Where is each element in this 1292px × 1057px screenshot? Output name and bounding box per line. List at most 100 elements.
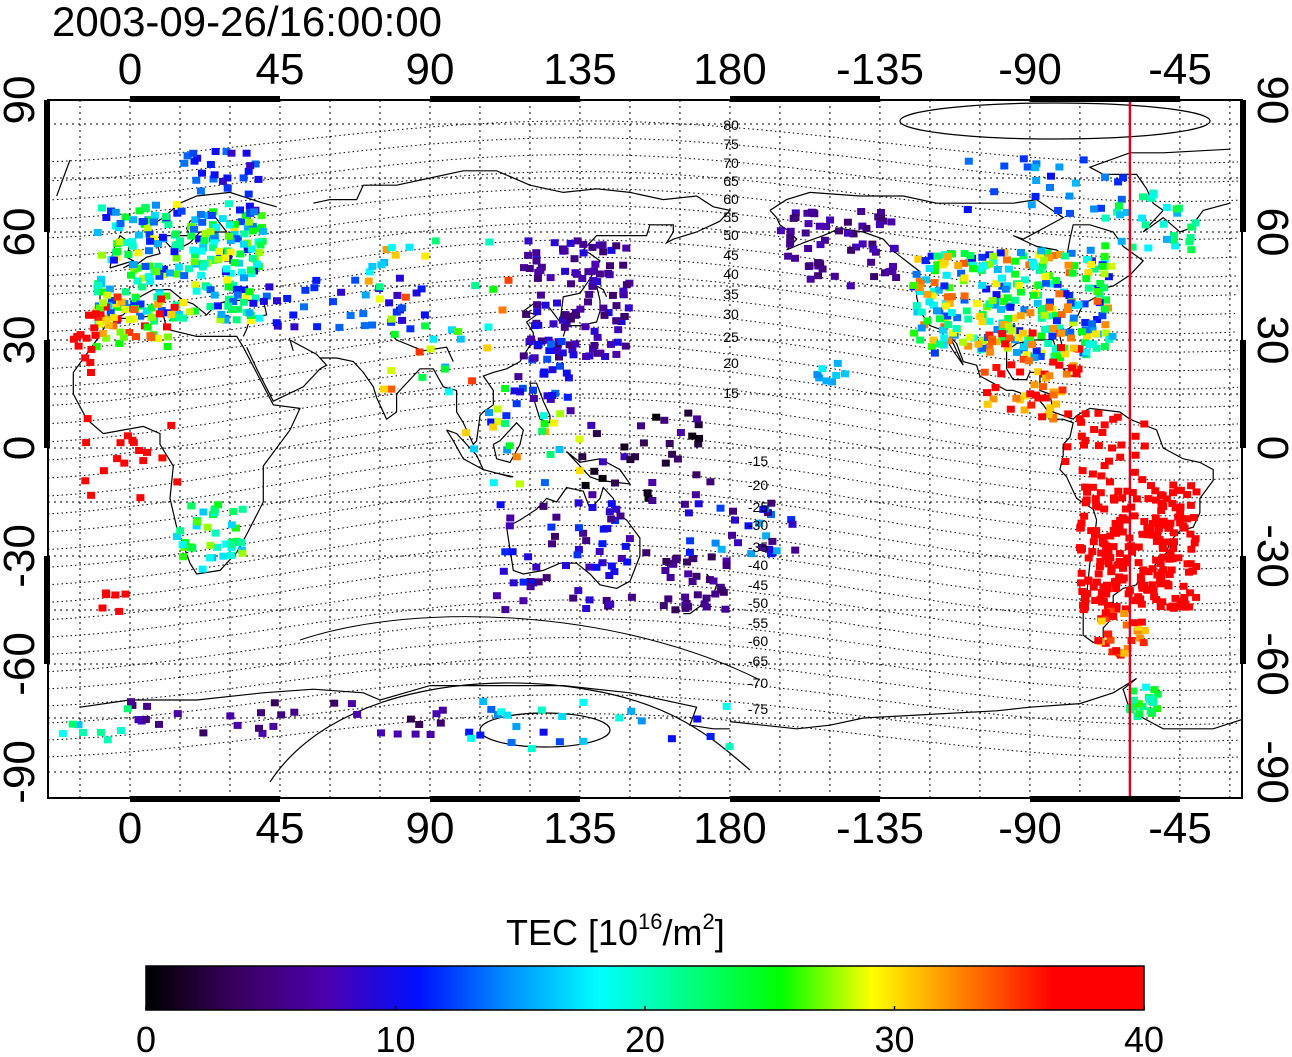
tec-cell xyxy=(702,603,711,611)
tec-cell xyxy=(87,491,96,499)
tec-cell xyxy=(97,251,106,259)
tec-cell xyxy=(558,349,567,357)
tec-cell xyxy=(143,702,152,710)
tec-cell xyxy=(121,213,130,221)
tec-cell xyxy=(1001,285,1010,293)
tec-cell xyxy=(1081,597,1090,605)
tec-cell xyxy=(92,343,101,351)
tec-cell xyxy=(1087,527,1096,535)
tec-cell xyxy=(983,400,992,408)
tec-cell xyxy=(192,522,201,530)
tec-cell xyxy=(642,549,651,557)
tec-cell xyxy=(1044,254,1053,262)
tec-cell xyxy=(1024,357,1033,365)
tec-cell xyxy=(685,548,694,556)
tec-cell xyxy=(1052,400,1061,408)
tec-cell xyxy=(273,297,281,305)
tec-cell xyxy=(1136,634,1145,642)
tec-cell xyxy=(612,242,621,250)
tec-cell xyxy=(134,716,143,724)
tec-cell xyxy=(172,230,180,238)
tec-cell xyxy=(983,389,991,397)
tec-cell xyxy=(533,274,542,282)
tec-cell xyxy=(1046,280,1055,288)
tec-cell xyxy=(210,232,219,240)
tec-cell xyxy=(841,370,849,378)
tec-cell xyxy=(1012,394,1021,402)
tec-cell xyxy=(1104,557,1113,565)
tec-cell xyxy=(210,237,219,245)
tec-cell xyxy=(1090,265,1099,273)
tec-cell xyxy=(598,458,607,466)
tec-cell xyxy=(664,595,673,603)
tec-cell xyxy=(1084,269,1093,277)
tec-cell xyxy=(1109,543,1118,551)
tec-cell xyxy=(936,315,944,323)
tec-cell xyxy=(598,241,607,249)
tec-cell xyxy=(1103,585,1112,593)
tec-cell xyxy=(791,546,800,554)
tec-cell xyxy=(155,272,164,280)
tec-cell xyxy=(353,710,362,718)
tec-cell xyxy=(1064,410,1073,418)
tec-cell xyxy=(599,304,608,312)
tec-cell xyxy=(1072,370,1081,378)
tec-cell xyxy=(1104,602,1113,610)
tec-cell xyxy=(595,548,604,555)
tec-cell xyxy=(1020,406,1029,414)
tec-cell xyxy=(170,303,179,311)
tec-cell xyxy=(417,285,426,293)
tec-cell xyxy=(1069,314,1078,322)
tec-cell xyxy=(998,330,1007,338)
tec-cell xyxy=(579,529,588,537)
tec-cell xyxy=(615,714,624,722)
contour-line xyxy=(48,451,1239,517)
tec-cell xyxy=(1066,209,1074,217)
south-contour-label: -45 xyxy=(748,577,768,593)
tec-cell xyxy=(197,271,206,279)
tec-cell xyxy=(207,255,215,263)
tec-cell xyxy=(545,347,554,355)
tec-cell xyxy=(711,590,720,598)
tec-cell xyxy=(1006,405,1015,413)
tec-cell xyxy=(242,149,251,157)
tec-cell xyxy=(171,241,180,249)
tec-cell xyxy=(717,545,726,553)
tec-cell xyxy=(210,507,219,515)
tec-cell xyxy=(830,272,839,280)
tec-cell xyxy=(1039,383,1048,391)
tec-cell xyxy=(82,439,91,447)
contour-line xyxy=(48,655,1239,708)
tec-cell xyxy=(686,537,695,545)
tec-cell xyxy=(966,333,975,341)
tec-cell xyxy=(133,277,142,285)
tec-cell xyxy=(534,578,543,586)
tec-cell xyxy=(1047,172,1055,180)
tec-cell xyxy=(1121,505,1130,513)
tec-cell xyxy=(95,304,104,312)
tec-cell xyxy=(501,606,510,614)
tec-cell xyxy=(1098,534,1107,541)
tec-cell xyxy=(224,283,233,291)
tec-cell xyxy=(243,246,252,254)
tec-cell xyxy=(74,721,83,729)
tec-cell xyxy=(115,238,124,246)
tec-cell xyxy=(857,208,866,215)
tec-cell xyxy=(1150,686,1159,694)
tec-cell xyxy=(108,296,116,304)
north-contour-label: 25 xyxy=(723,329,739,345)
tec-cell xyxy=(1077,418,1086,426)
tec-cell xyxy=(1026,335,1035,343)
tec-cell xyxy=(248,222,257,230)
tec-cell xyxy=(209,175,218,183)
tec-cell xyxy=(1027,401,1036,409)
tec-cell xyxy=(527,335,536,343)
tec-cell xyxy=(150,211,159,219)
tec-cell xyxy=(152,201,160,209)
tec-cell xyxy=(912,270,921,278)
tec-cell xyxy=(1097,617,1106,625)
tec-cell xyxy=(467,734,476,742)
tec-cell xyxy=(555,446,564,453)
tec-cell xyxy=(1088,326,1097,334)
tec-cell xyxy=(574,499,583,507)
